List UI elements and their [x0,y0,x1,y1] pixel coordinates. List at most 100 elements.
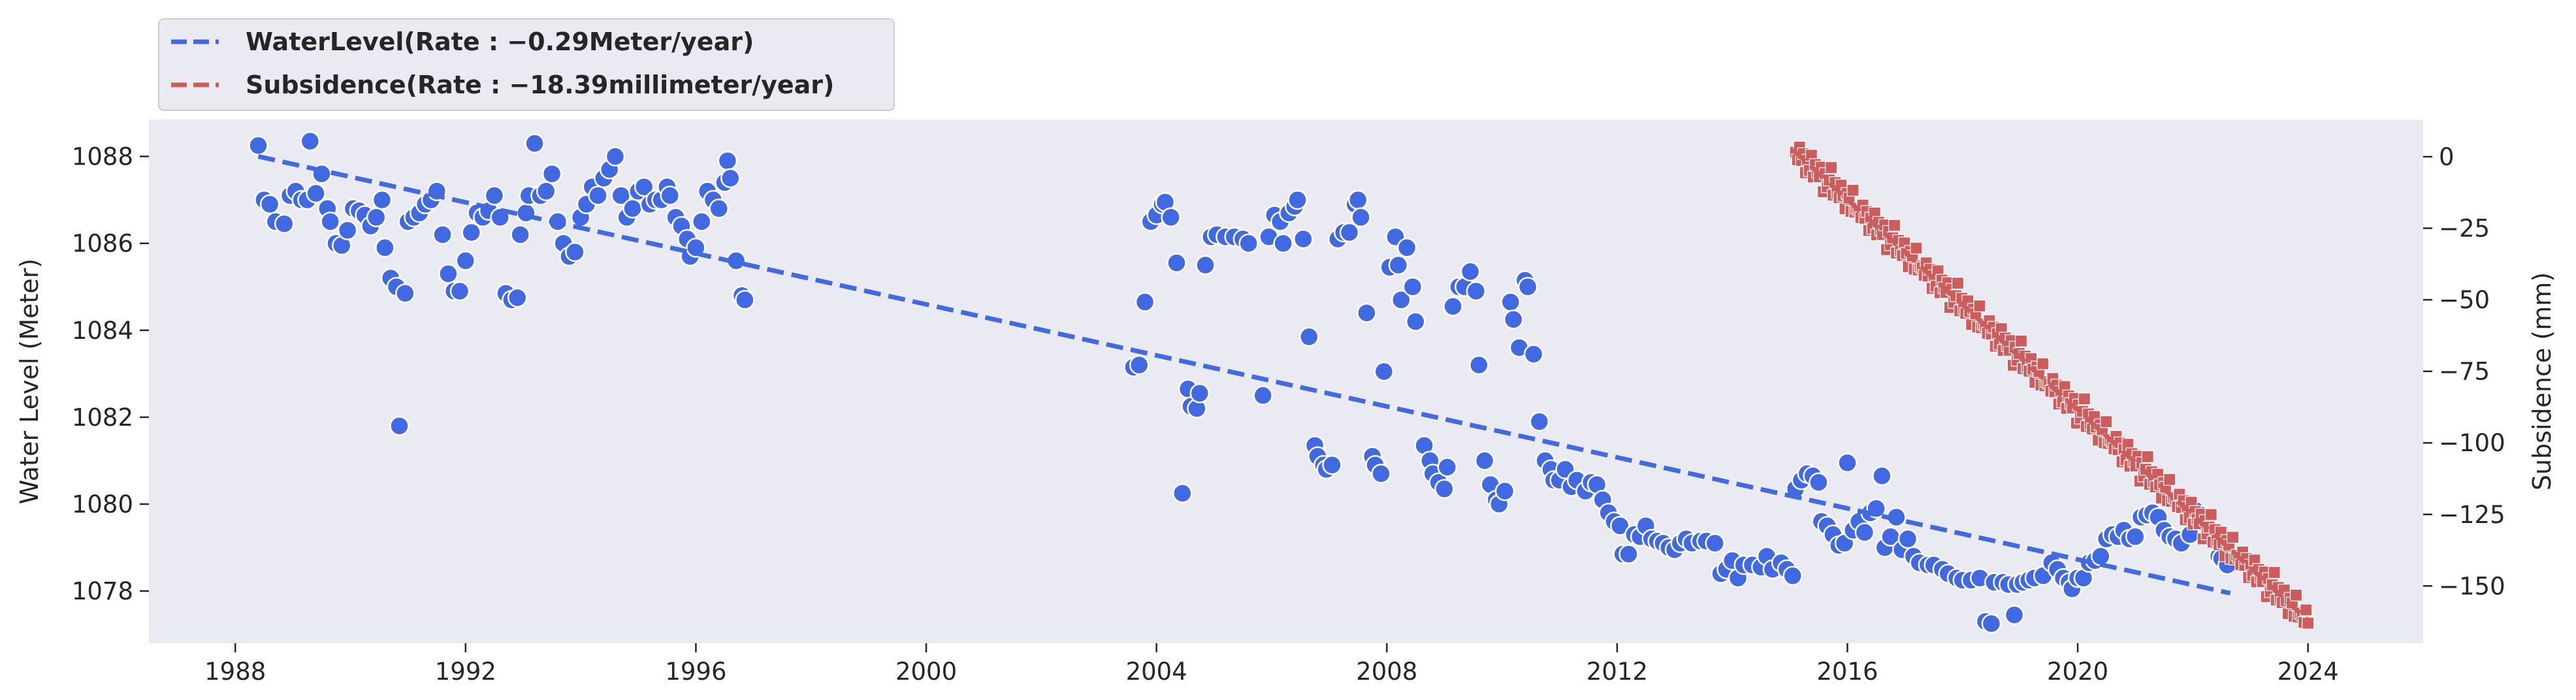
x-axis: 1988 1992 1996 2000 2004 2008 2012 2016 2020 2024 [204,643,2339,686]
subsidence-point [1951,277,1965,290]
water-level-point [1189,383,1210,404]
water-level-point [660,185,681,206]
subsidence-point [2141,450,2154,464]
y-right-tick-label: −75 [2439,358,2490,386]
water-level-point [2125,526,2146,547]
water-level-point [1374,361,1394,382]
x-tick-label: 2000 [895,658,957,686]
subsidence-point [1846,183,1860,197]
subsidence-point [1973,299,1986,313]
x-tick-label: 2024 [2278,658,2339,686]
water-level-point [1494,481,1515,501]
water-level-point [510,225,530,245]
x-tick-label: 2020 [2047,658,2108,686]
water-level-point [1357,302,1377,323]
water-level-point [1474,451,1495,471]
water-level-point [320,212,340,232]
water-level-point [300,131,321,151]
y-axis-right: 0 −25 −50 −75 −100 −125 −150 [2423,143,2505,600]
water-level-point [622,199,643,219]
water-level-point [1466,281,1487,302]
subsidence-point [1825,161,1838,174]
water-level-point [1396,238,1417,258]
subsidence-point [2227,531,2240,544]
water-level-point [588,185,608,206]
water-level-point [1705,533,1725,554]
water-level-point [1460,261,1481,282]
y-left-tick-label: 1084 [72,317,133,345]
subsidence-point [1910,242,1923,255]
water-level-point [1529,411,1550,432]
water-level-point [541,163,562,184]
water-level-trend-line [257,154,2231,596]
water-level-point [1388,255,1409,276]
y-left-tick-label: 1082 [72,404,133,432]
water-level-point [2004,605,2025,625]
x-tick-label: 2016 [1816,658,1878,686]
water-level-point [375,238,395,258]
y-axis-right-label: Subsidence (mm) [2528,272,2556,490]
water-level-point [1391,289,1411,310]
water-level-points [248,131,2238,634]
water-level-point [1897,529,1918,549]
x-tick-label: 1988 [204,658,266,686]
water-level-point [1809,472,1829,492]
y-right-tick-label: 0 [2439,143,2455,171]
subsidence-point [2014,334,2028,347]
water-level-point [1172,483,1193,503]
water-level-point [438,264,459,284]
water-level-point [395,283,415,304]
x-tick-label: 2008 [1356,658,1417,686]
legend-box [158,18,895,111]
water-level-point [1167,253,1187,273]
legend-label-subsidence: Subsidence(Rate : −18.39millimeter/year) [246,71,834,99]
water-level-point [372,189,393,210]
subsidence-point [2163,473,2176,486]
subsidence-point [2037,357,2050,370]
subsidence-point [2268,565,2281,579]
y-axis-left: 1078 1080 1082 1084 1086 1088 [72,143,149,605]
water-level-point [484,185,505,206]
water-level-point [1981,613,2002,634]
water-level-point [1503,309,1524,330]
water-level-point [1195,255,1216,276]
y-right-tick-label: −150 [2439,572,2505,600]
y-left-tick-label: 1088 [72,143,133,171]
water-level-point [1610,516,1630,536]
water-level-point [709,199,729,219]
water-level-point [1437,457,1458,477]
subsidence-point [2100,415,2113,428]
water-level-point [1523,344,1544,364]
water-level-point [432,225,453,245]
water-level-point [1517,276,1538,297]
subsidence-point [2204,508,2217,521]
water-level-point [1618,544,1639,564]
legend-label-water-level: WaterLevel(Rate : −0.29Meter/year) [246,27,754,56]
water-level-point [1469,355,1489,375]
x-tick-label: 2004 [1126,658,1187,686]
water-level-point [455,251,476,271]
water-level-point [248,135,268,156]
water-level-point [1135,292,1155,312]
water-level-point [1287,189,1308,210]
water-level-point [605,146,626,167]
water-level-point [366,207,387,228]
water-level-point [1837,453,1858,473]
subsidence-point [2300,603,2313,616]
water-level-point [461,222,481,243]
y-right-tick-label: −50 [2439,286,2490,314]
water-level-point [1339,222,1360,243]
water-level-point [1443,296,1463,317]
x-tick-label: 2012 [1586,658,1648,686]
y-axis-left-label: Water Level (Meter) [15,259,44,505]
water-level-point [1347,189,1368,210]
legend: WaterLevel(Rate : −0.29Meter/year) Subsi… [158,18,895,111]
water-level-point [449,281,470,302]
water-level-point [524,133,545,153]
y-right-tick-label: −125 [2439,501,2505,529]
y-left-tick-label: 1080 [72,490,133,518]
water-level-point [507,287,528,308]
water-level-point [1406,311,1426,332]
water-level-point [1500,292,1521,312]
